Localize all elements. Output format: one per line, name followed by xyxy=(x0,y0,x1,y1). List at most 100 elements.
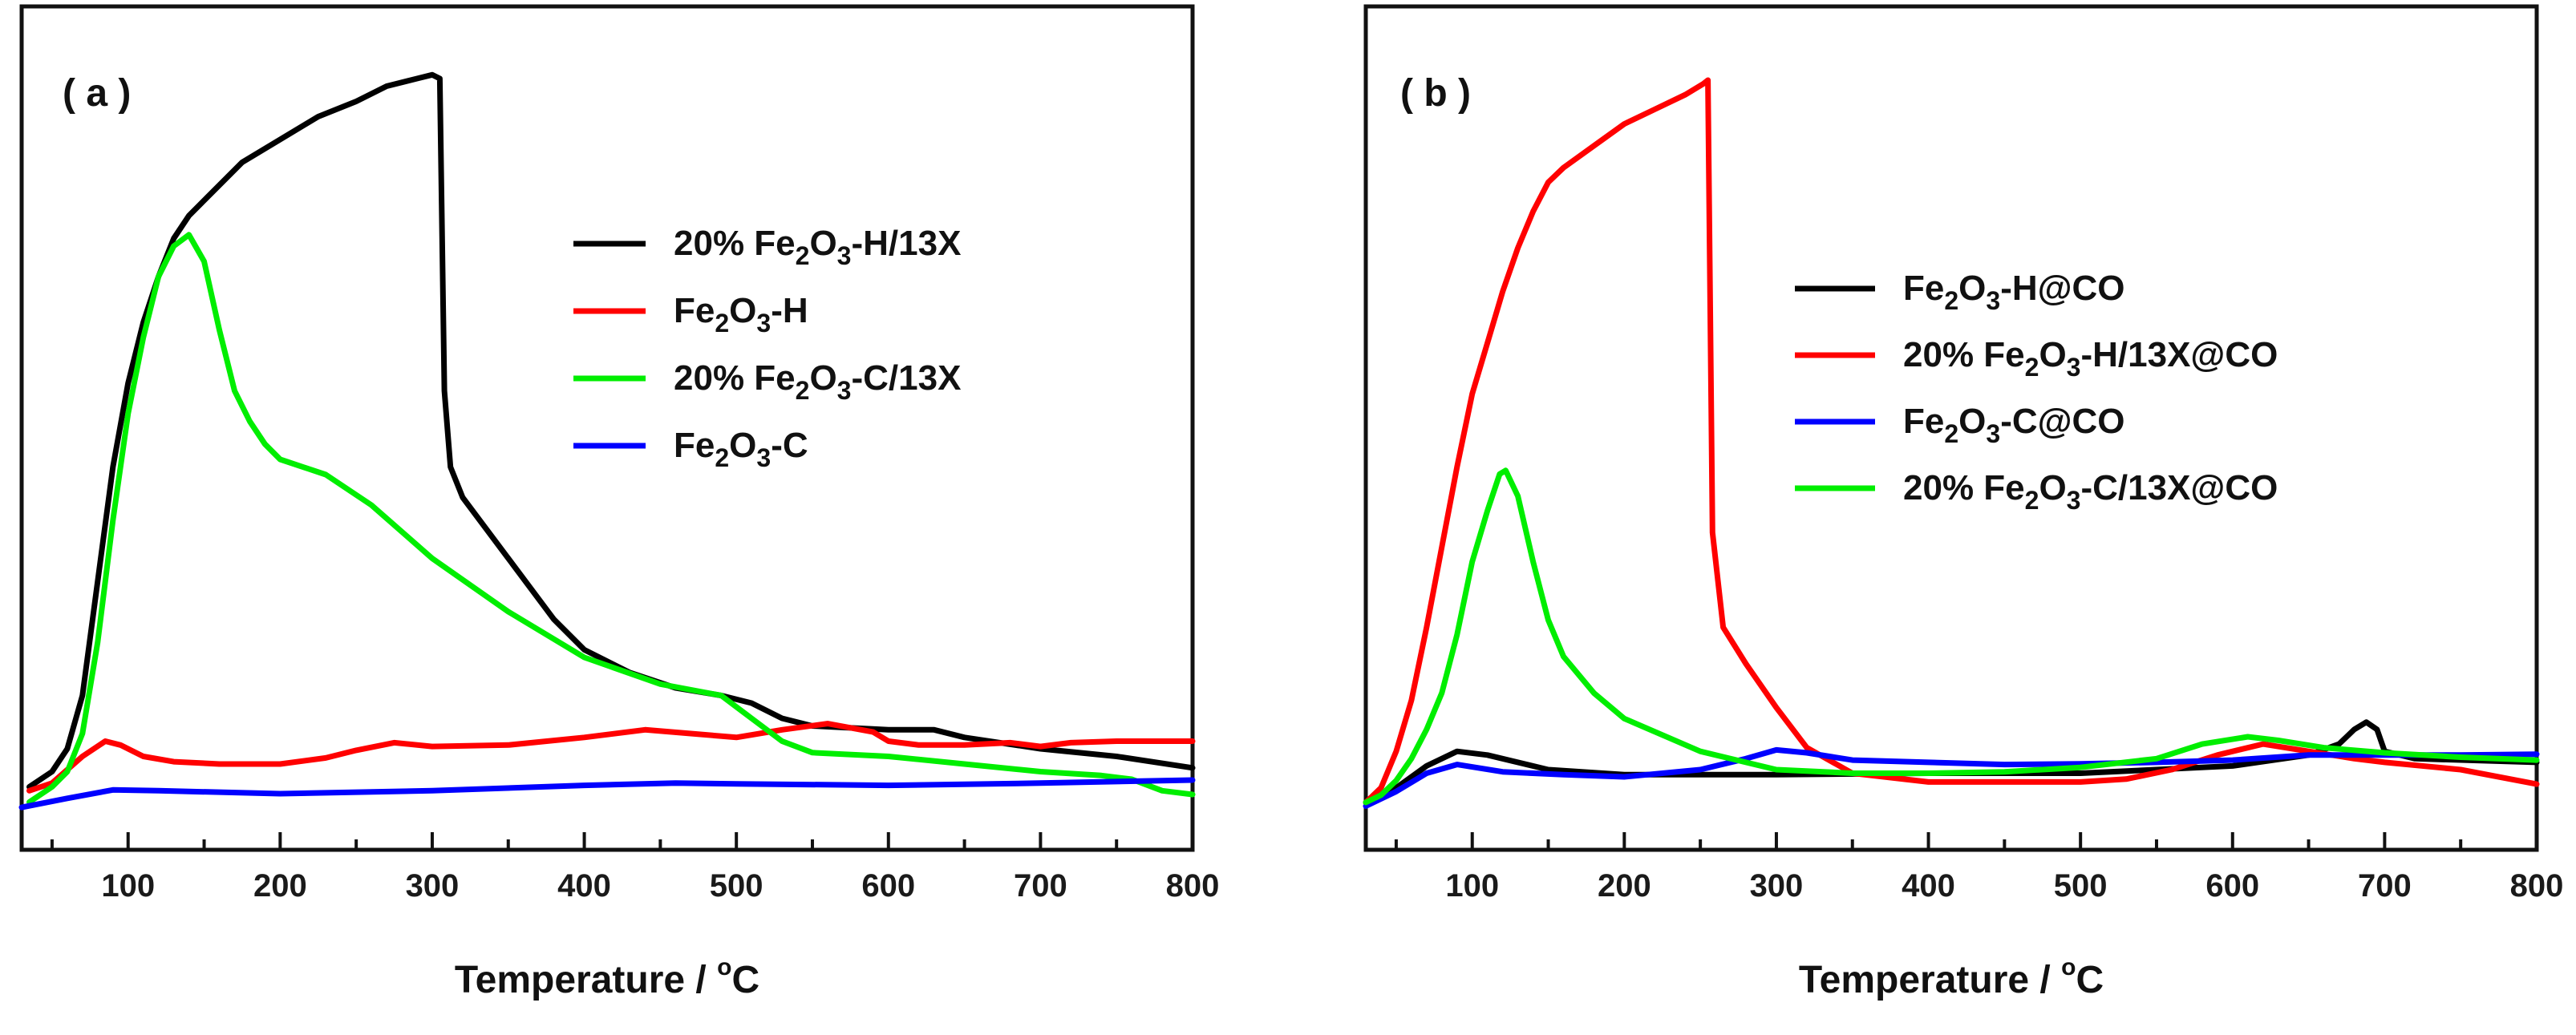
legend-label-middle: O xyxy=(729,426,756,465)
legend-label-subscript-2: 3 xyxy=(756,309,771,338)
series-line-fe2o3-c-a xyxy=(18,777,1196,811)
legend-label-subscript-1: 2 xyxy=(2025,486,2039,515)
legend-label: 20% Fe2O3-C/13X@CO xyxy=(1903,468,2278,515)
panel-label-a: ( a ) xyxy=(63,72,131,115)
legend-item-20pct-fe2o3-h-13x-a: 20% Fe2O3-H/13X xyxy=(573,224,961,270)
legend-label: Fe2O3-H@CO xyxy=(1903,269,2125,315)
x-tick-label-200-a: 200 xyxy=(253,868,307,904)
panel-b: ( b ) 100 200 300 400 500 600 700 800 Fe2O3-H@C… xyxy=(1363,4,2564,1001)
series-line-20pct-fe2o3-c-13x-a xyxy=(26,232,1196,805)
legend-item-20pct-fe2o3-h-13x-co-b: 20% Fe2O3-H/13X@CO xyxy=(1795,335,2278,382)
x-tick-label-400-b: 400 xyxy=(1902,868,1955,904)
x-tick-label-300-a: 300 xyxy=(406,868,460,904)
legend-label-suffix: -H xyxy=(771,291,808,330)
legend-label-subscript-1: 2 xyxy=(796,241,810,270)
legend-label-prefix: Fe xyxy=(674,291,715,330)
legend-label: 20% Fe2O3-H/13X xyxy=(674,224,961,270)
x-axis-degree-a: o xyxy=(717,954,731,980)
x-ticks-b: 100 200 300 400 500 600 700 800 xyxy=(1394,832,2564,904)
legend-label-suffix: -H/13X@CO xyxy=(2080,335,2278,374)
series-line-fe2o3-h-co-b xyxy=(1363,719,2540,806)
x-tick-label-100-b: 100 xyxy=(1445,868,1499,904)
plot-frame-b xyxy=(1363,4,2539,852)
legend-label-subscript-1: 2 xyxy=(1944,286,1958,315)
legend-item-fe2o3-h-co-b: Fe2O3-H@CO xyxy=(1795,269,2125,315)
series-line-20pct-fe2o3-h-13x-co-b xyxy=(1363,77,2540,806)
legend-label-subscript-2: 3 xyxy=(2067,486,2081,515)
legend-label-middle: O xyxy=(809,358,836,398)
legend-item-fe2o3-c-co-b: Fe2O3-C@CO xyxy=(1795,402,2125,448)
x-ticks-a: 100 200 300 400 500 600 700 800 xyxy=(50,832,1220,904)
legend-label-middle: O xyxy=(1958,402,1986,441)
legend-label-prefix: 20% Fe xyxy=(674,358,796,398)
series-line-20pct-fe2o3-c-13x-co-b xyxy=(1363,467,2540,806)
plot-frame-a xyxy=(19,4,1195,852)
x-tick-label-600-b: 600 xyxy=(2205,868,2259,904)
legend-label-suffix: -C/13X@CO xyxy=(2080,468,2278,507)
legend-label-subscript-2: 3 xyxy=(837,241,852,270)
panel-a: ( a ) 100 200 300 400 500 600 700 800 20% Fe2O3… xyxy=(18,4,1220,1001)
legend-label-prefix: 20% Fe xyxy=(674,224,796,263)
x-tick-label-800-b: 800 xyxy=(2510,868,2564,904)
x-tick-label-500-a: 500 xyxy=(710,868,763,904)
x-tick-label-200-b: 200 xyxy=(1598,868,1651,904)
legend-label-subscript-2: 3 xyxy=(1986,286,2000,315)
legend-label-suffix: -C@CO xyxy=(2000,402,2124,441)
legend-label-subscript-1: 2 xyxy=(796,376,810,405)
legend-label-subscript-1: 2 xyxy=(715,443,729,472)
series-line-fe2o3-c-co-b xyxy=(1363,746,2540,809)
x-tick-label-100-a: 100 xyxy=(101,868,155,904)
x-tick-label-300-b: 300 xyxy=(1750,868,1804,904)
legend-label-subscript-2: 3 xyxy=(837,376,852,405)
series-group-b xyxy=(1363,77,2540,809)
legend-label: Fe2O3-C@CO xyxy=(1903,402,2125,448)
x-axis-title-b: Temperature / oC xyxy=(1799,954,2104,1001)
x-axis-unit-a: C xyxy=(731,959,759,1001)
x-axis-title-text-a: Temperature / xyxy=(455,959,717,1001)
legend-item-fe2o3-h-a: Fe2O3-H xyxy=(573,291,808,338)
legend-item-fe2o3-c-a: Fe2O3-C xyxy=(573,426,808,472)
legend-label-prefix: Fe xyxy=(1903,402,1944,441)
legend-label-suffix: -C xyxy=(771,426,808,465)
x-axis-unit-b: C xyxy=(2076,959,2104,1001)
x-tick-label-400-a: 400 xyxy=(557,868,611,904)
legend-label-subscript-1: 2 xyxy=(2025,353,2039,382)
legend-label: Fe2O3-H xyxy=(674,291,808,338)
legend-label-middle: O xyxy=(809,224,836,263)
legend-label-subscript-1: 2 xyxy=(715,309,729,338)
legend-label-middle: O xyxy=(2039,335,2066,374)
series-line-fe2o3-h-a xyxy=(26,721,1196,794)
legend-label: Fe2O3-C xyxy=(674,426,808,472)
legend-label-middle: O xyxy=(729,291,756,330)
legend-label-prefix: Fe xyxy=(674,426,715,465)
legend-label-subscript-2: 3 xyxy=(756,443,771,472)
x-tick-label-600-a: 600 xyxy=(861,868,915,904)
x-axis-degree-b: o xyxy=(2061,954,2076,980)
x-tick-label-800-a: 800 xyxy=(1166,868,1220,904)
legend-item-20pct-fe2o3-c-13x-co-b: 20% Fe2O3-C/13X@CO xyxy=(1795,468,2278,515)
x-tick-label-700-b: 700 xyxy=(2358,868,2412,904)
legend-label-suffix: -C/13X xyxy=(851,358,961,398)
x-tick-label-700-a: 700 xyxy=(1014,868,1067,904)
legend-label-subscript-2: 3 xyxy=(2067,353,2081,382)
legend-label-middle: O xyxy=(1958,269,1986,308)
x-axis-title-a: Temperature / oC xyxy=(455,954,759,1001)
legend-label: 20% Fe2O3-C/13X xyxy=(674,358,961,405)
legend-label-prefix: 20% Fe xyxy=(1903,468,2025,507)
legend-label-suffix: -H/13X xyxy=(851,224,961,263)
panel-label-b: ( b ) xyxy=(1400,72,1471,115)
legend-label: 20% Fe2O3-H/13X@CO xyxy=(1903,335,2278,382)
legend-item-20pct-fe2o3-c-13x-a: 20% Fe2O3-C/13X xyxy=(573,358,961,405)
legend-label-subscript-2: 3 xyxy=(1986,419,2000,448)
series-group-a xyxy=(18,71,1196,811)
legend-label-prefix: Fe xyxy=(1903,269,1944,308)
legend-label-middle: O xyxy=(2039,468,2066,507)
x-tick-label-500-b: 500 xyxy=(2054,868,2108,904)
legend-label-prefix: 20% Fe xyxy=(1903,335,2025,374)
legend-label-suffix: -H@CO xyxy=(2000,269,2124,308)
legend-label-subscript-1: 2 xyxy=(1944,419,1958,448)
x-axis-title-text-b: Temperature / xyxy=(1799,959,2061,1001)
